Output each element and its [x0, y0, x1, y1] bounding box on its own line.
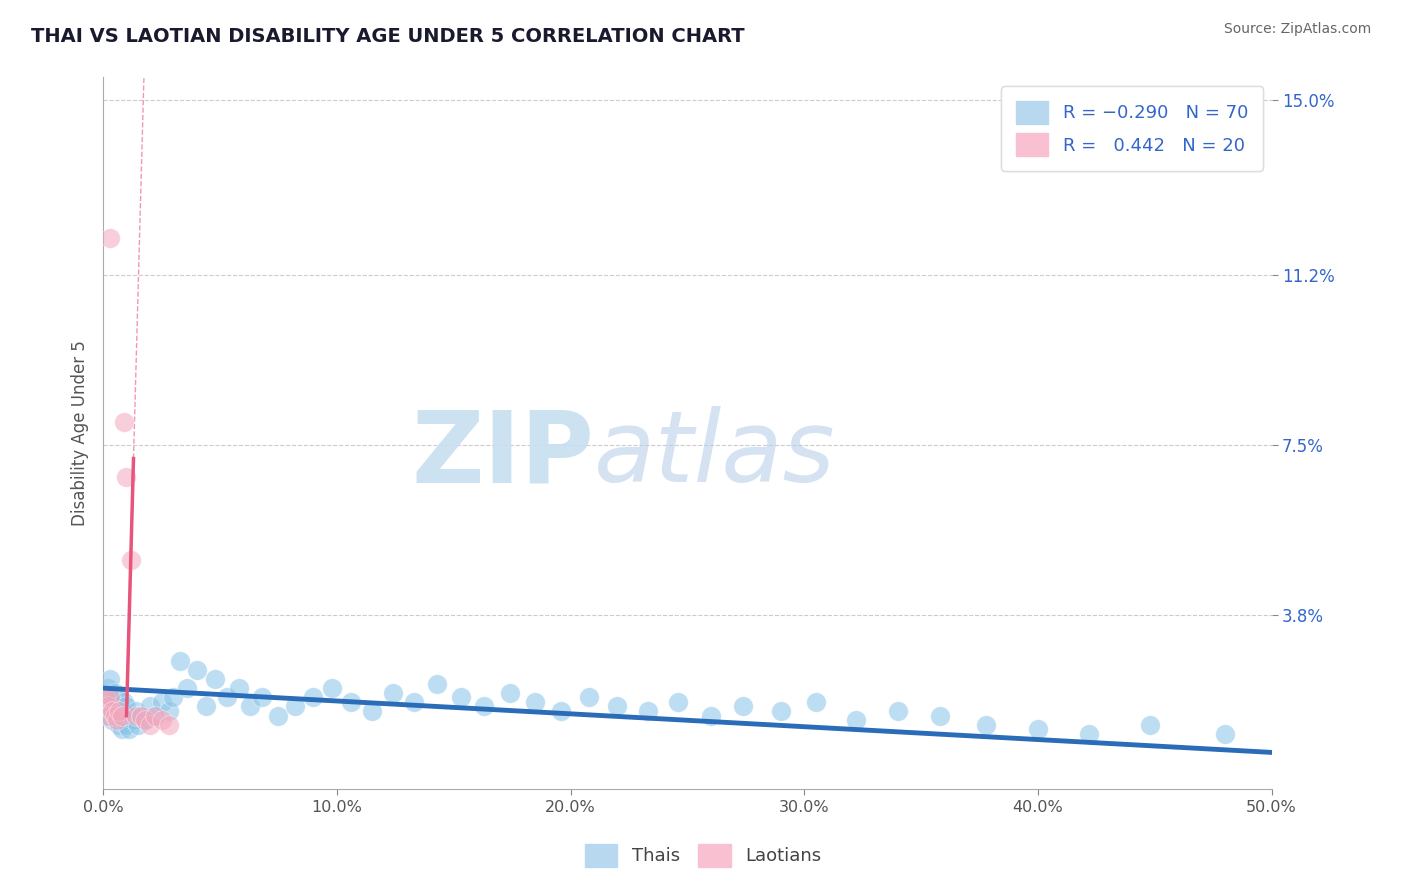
- Point: [886, 704, 908, 718]
- Point: [186, 663, 208, 677]
- Point: [150, 695, 173, 709]
- Point: [1026, 723, 1049, 737]
- Text: atlas: atlas: [593, 406, 835, 503]
- Point: [105, 713, 128, 727]
- Point: [125, 704, 148, 718]
- Point: [98, 708, 121, 723]
- Point: [94, 690, 117, 705]
- Point: [215, 690, 238, 705]
- Point: [157, 704, 180, 718]
- Point: [105, 690, 128, 705]
- Point: [733, 699, 755, 714]
- Point: [118, 723, 141, 737]
- Point: [928, 708, 950, 723]
- Point: [402, 695, 425, 709]
- Point: [98, 690, 121, 705]
- Point: [104, 686, 127, 700]
- Point: [104, 704, 127, 718]
- Point: [472, 699, 495, 714]
- Point: [381, 686, 404, 700]
- Point: [108, 718, 131, 732]
- Point: [115, 470, 138, 484]
- Point: [321, 681, 343, 695]
- Point: [450, 690, 472, 705]
- Point: [284, 699, 307, 714]
- Point: [127, 718, 149, 732]
- Point: [169, 654, 191, 668]
- Point: [194, 699, 217, 714]
- Point: [150, 713, 173, 727]
- Point: [143, 708, 166, 723]
- Point: [606, 699, 628, 714]
- Point: [112, 713, 135, 727]
- Point: [845, 713, 868, 727]
- Y-axis label: Disability Age Under 5: Disability Age Under 5: [72, 341, 89, 526]
- Point: [120, 552, 142, 566]
- Point: [94, 690, 117, 705]
- Point: [804, 695, 827, 709]
- Point: [129, 708, 152, 723]
- Point: [578, 690, 600, 705]
- Point: [360, 704, 382, 718]
- Point: [143, 708, 166, 723]
- Point: [139, 699, 162, 714]
- Point: [115, 699, 138, 714]
- Point: [976, 718, 998, 732]
- Point: [1213, 727, 1236, 741]
- Point: [120, 708, 142, 723]
- Point: [108, 699, 131, 714]
- Point: [104, 708, 127, 723]
- Point: [111, 723, 134, 737]
- Point: [699, 708, 721, 723]
- Legend: R = −0.290   N = 70, R =   0.442   N = 20: R = −0.290 N = 70, R = 0.442 N = 20: [1001, 87, 1263, 170]
- Legend: Thais, Laotians: Thais, Laotians: [578, 837, 828, 874]
- Point: [769, 704, 792, 718]
- Point: [97, 699, 120, 714]
- Point: [101, 704, 124, 718]
- Point: [129, 708, 152, 723]
- Point: [111, 708, 134, 723]
- Point: [101, 695, 124, 709]
- Point: [122, 713, 145, 727]
- Point: [340, 695, 363, 709]
- Point: [105, 708, 128, 723]
- Point: [101, 713, 124, 727]
- Point: [250, 690, 273, 705]
- Point: [97, 708, 120, 723]
- Point: [228, 681, 250, 695]
- Point: [267, 708, 290, 723]
- Point: [112, 415, 135, 429]
- Point: [139, 718, 162, 732]
- Point: [112, 695, 135, 709]
- Point: [97, 699, 120, 714]
- Point: [157, 718, 180, 732]
- Point: [426, 676, 449, 690]
- Point: [1139, 718, 1161, 732]
- Point: [666, 695, 689, 709]
- Point: [134, 713, 156, 727]
- Point: [176, 681, 198, 695]
- Point: [1078, 727, 1101, 741]
- Text: ZIP: ZIP: [411, 406, 593, 503]
- Text: THAI VS LAOTIAN DISABILITY AGE UNDER 5 CORRELATION CHART: THAI VS LAOTIAN DISABILITY AGE UNDER 5 C…: [31, 27, 745, 45]
- Point: [637, 704, 659, 718]
- Point: [550, 704, 572, 718]
- Point: [162, 690, 184, 705]
- Point: [499, 686, 522, 700]
- Point: [239, 699, 262, 714]
- Point: [204, 672, 226, 686]
- Point: [134, 713, 156, 727]
- Point: [98, 231, 121, 245]
- Point: [98, 672, 121, 686]
- Point: [115, 718, 138, 732]
- Point: [108, 704, 131, 718]
- Point: [97, 681, 120, 695]
- Point: [302, 690, 325, 705]
- Point: [524, 695, 547, 709]
- Point: [111, 704, 134, 718]
- Text: Source: ZipAtlas.com: Source: ZipAtlas.com: [1223, 22, 1371, 37]
- Point: [125, 708, 148, 723]
